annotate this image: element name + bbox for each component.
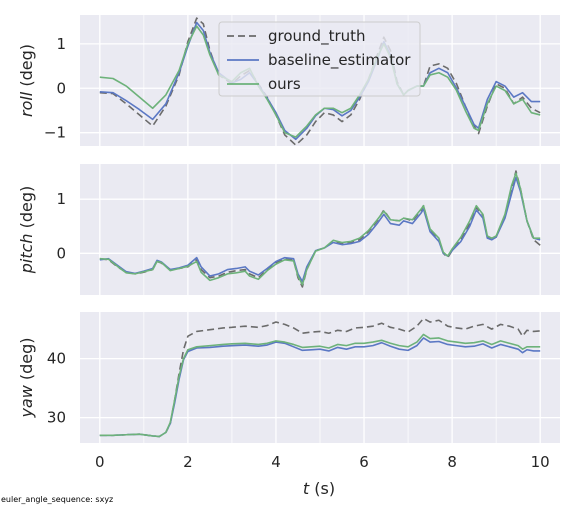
legend-label-baseline-estimator: baseline_estimator [268,51,411,70]
series-line-ours [99,25,541,138]
x-tick-label: 4 [271,453,281,471]
x-tick-label: 0 [95,453,105,471]
footnote: euler_angle_sequence: sxyz [1,495,113,504]
series-group [99,170,541,288]
y-axis-label: roll (deg) [17,44,36,117]
y-tick-label: 40 [47,350,66,368]
series-line-ours [99,172,541,286]
legend-label-ours: ours [268,75,301,93]
y-tick-label: 0 [56,244,66,262]
x-tick-label: 8 [447,453,457,471]
x-axis-label: t (s) [303,479,335,498]
y-tick-label: 1 [56,190,66,208]
series-line-baseline-estimator [99,21,541,141]
legend-box [218,21,421,97]
y-tick-label: 1 [56,35,66,53]
series-line-ours [99,333,541,438]
series-group [99,17,541,146]
subplot-2: 30 40 yaw (deg) 0 2 4 6 8 10 [17,312,560,471]
subplot-1: 0 1 pitch (deg) [17,164,560,295]
y-tick-label: 0 [56,79,66,97]
x-tick-label: 2 [183,453,193,471]
y-tick-label: −1 [44,124,66,142]
x-tick-label: 6 [359,453,369,471]
series-group [99,317,541,438]
y-axis-label: yaw (deg) [17,337,36,418]
y-axis-label: pitch (deg) [17,186,36,275]
legend-label-ground-truth: ground_truth [268,27,366,46]
y-tick-label: 30 [47,409,66,427]
x-tick-label: 10 [531,453,550,471]
